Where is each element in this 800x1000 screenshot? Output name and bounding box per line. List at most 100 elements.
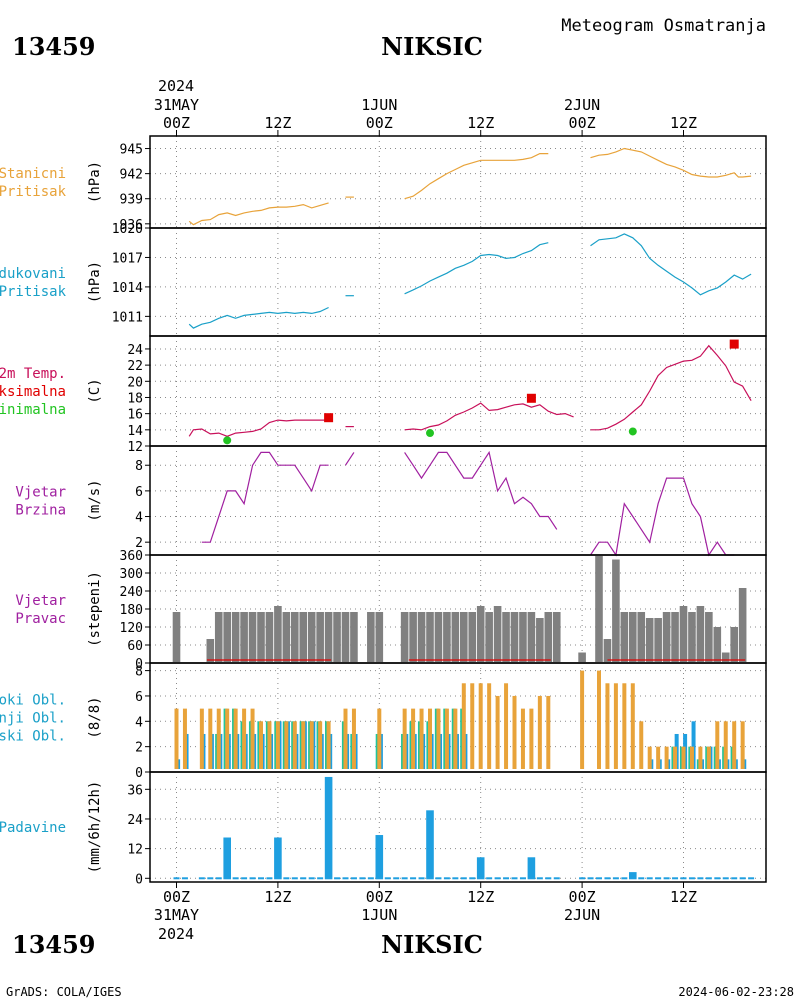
y-axis-label: (8/8) — [87, 696, 103, 738]
panel-label-line-0: Visoki Obl. — [0, 693, 66, 709]
cloud-bar-2-0 — [174, 708, 179, 769]
direction-bar-32 — [493, 606, 502, 662]
series-line-3 — [590, 344, 752, 431]
bottom-date-label-2: 2JUN — [564, 906, 600, 924]
series-line-3 — [590, 147, 752, 178]
direction-bar-31 — [485, 612, 493, 662]
direction-bar-24 — [426, 612, 434, 662]
series-line-2 — [404, 402, 574, 431]
direction-bar-7 — [257, 612, 265, 662]
direction-bar-47 — [645, 618, 654, 662]
direction-bar-3 — [223, 612, 231, 662]
direction-bar-51 — [679, 606, 688, 662]
top-date-label-0: 31MAY — [154, 96, 199, 114]
cloud-bar-2-18 — [343, 708, 348, 769]
top-time-axis: 00Z 12Z 00Z 12Z 00Z 12Z 31MAY 1JUN 2JUN — [154, 96, 697, 136]
cloud-bar-2-34 — [512, 695, 517, 769]
direction-bar-35 — [519, 612, 527, 662]
cloud-bar-2-11 — [275, 721, 280, 769]
panel-frame — [149, 771, 767, 883]
cloud-bar-2-49 — [673, 746, 678, 769]
bottom-date-label-1: 1JUN — [361, 906, 397, 924]
y-tick-label-4: 20 — [127, 375, 143, 390]
cloud-bar-2-14 — [301, 721, 306, 769]
top-tick-label-0: 00Z — [163, 114, 190, 132]
y-tick-label-2: 16 — [127, 408, 143, 423]
direction-bar-33 — [502, 612, 510, 662]
direction-bar-55 — [713, 627, 722, 662]
direction-bar-30 — [476, 606, 485, 662]
series-line-2 — [404, 450, 558, 530]
bottom-date-label-0: 31MAY — [154, 906, 199, 924]
cloud-bar-2-42 — [613, 683, 618, 769]
cloud-bar-2-8 — [250, 708, 255, 769]
direction-bar-45 — [629, 612, 637, 662]
year-label-top: 2024 — [158, 77, 194, 95]
cloud-bar-2-2 — [199, 708, 204, 769]
direction-bar-53 — [696, 606, 705, 662]
direction-bar-52 — [688, 612, 696, 662]
precip-bar-7 — [629, 872, 637, 880]
cloud-bar-2-5 — [225, 708, 230, 769]
cloud-bar-2-10 — [267, 721, 272, 769]
direction-bar-29 — [468, 612, 477, 662]
station-name-top: NIKSIC — [381, 32, 483, 61]
cloud-bar-2-44 — [630, 683, 635, 769]
y-tick-label-1: 4 — [135, 511, 143, 526]
cloud-bar-2-15 — [309, 721, 314, 769]
bottom-tick-label-0: 00Z — [163, 888, 190, 906]
cloud-bar-2-53 — [706, 746, 711, 769]
year-label-bottom: 2024 — [158, 925, 194, 943]
panel-reduced_pressure: 1011 1014 1017 1020 (hPa) Redukovani Pritisak — [0, 222, 767, 337]
y-axis-label: (stepeni) — [87, 571, 103, 647]
top-date-label-2: 2JUN — [564, 96, 600, 114]
direction-bar-6 — [248, 612, 257, 662]
direction-bar-10 — [282, 612, 291, 662]
direction-bar-1 — [206, 639, 215, 662]
direction-bar-8 — [265, 612, 274, 662]
cloud-bar-2-54 — [715, 721, 720, 769]
series-line-0 — [188, 419, 329, 437]
bottom-tick-label-4: 00Z — [569, 888, 596, 906]
direction-bar-56 — [721, 652, 730, 662]
min-temp-marker-0 — [223, 436, 232, 445]
series-line-2 — [404, 242, 549, 295]
panel-wind_direction: 0 60 120 180 240 300 360 (stepeni) Vjetar Pravac — [15, 549, 767, 672]
cloud-bar-2-50 — [681, 746, 686, 769]
panel-label-line-2: Niski Obl. — [0, 729, 66, 745]
precip-bar-4 — [426, 810, 434, 880]
panel-label-line-0: 2m Temp. — [0, 366, 66, 382]
panel-label-line-1: Pritisak — [0, 184, 67, 200]
max-temp-marker-0 — [324, 413, 334, 423]
direction-bar-54 — [705, 612, 713, 662]
series-line-1 — [344, 452, 355, 466]
min-temp-marker-2 — [628, 427, 637, 436]
cloud-bar-2-29 — [470, 683, 475, 769]
cloud-bar-2-48 — [664, 746, 669, 769]
direction-bar-0 — [172, 612, 181, 662]
direction-bar-50 — [671, 612, 679, 662]
direction-bar-11 — [291, 612, 299, 662]
y-tick-label-1: 2 — [135, 741, 143, 756]
top-tick-label-5: 12Z — [670, 114, 697, 132]
direction-bar-19 — [367, 612, 375, 662]
bottom-time-axis: 00Z 12Z 00Z 12Z 00Z 12Z 31MAY 1JUN 2JUN — [154, 882, 697, 924]
y-axis-label: (mm/6h/12h) — [87, 781, 103, 874]
panel-label-line-1: Maksimalna — [0, 384, 66, 400]
cloud-bar-2-46 — [647, 746, 652, 769]
cloud-bar-2-7 — [242, 708, 247, 769]
cloud-bar-2-56 — [732, 721, 737, 769]
footer-software-credit: GrADS: COLA/IGES — [6, 985, 122, 999]
direction-bar-28 — [460, 612, 468, 662]
y-tick-label-0: 1011 — [112, 310, 143, 325]
cloud-bar-2-25 — [436, 708, 441, 769]
y-tick-label-1: 14 — [127, 424, 143, 439]
cloud-bar-2-1 — [182, 708, 187, 769]
y-tick-label-0: 12 — [127, 440, 143, 455]
panel-label-line-1: Srednji Obl. — [0, 711, 66, 727]
max-temp-marker-1 — [526, 393, 536, 403]
precip-bar-0 — [223, 837, 231, 880]
min-temp-marker-1 — [426, 429, 434, 438]
